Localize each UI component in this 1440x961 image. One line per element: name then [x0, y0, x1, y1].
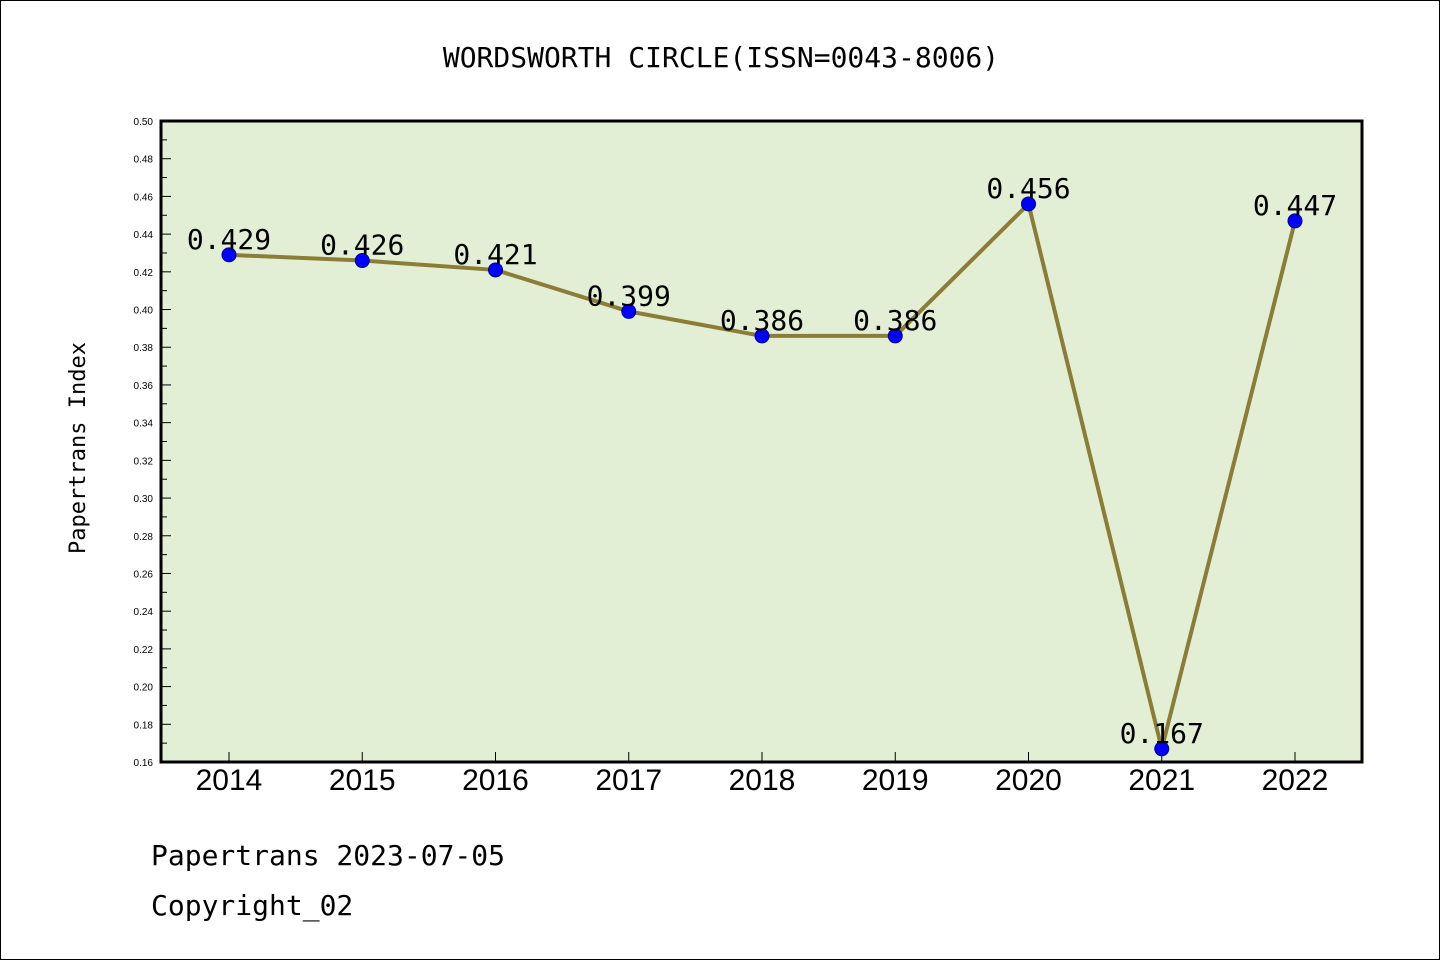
- y-tick-label: 0.50: [134, 117, 154, 128]
- y-tick-label: 0.40: [134, 306, 154, 317]
- data-labels: 0.429 0.426 0.421 0.399 0.386 0.386 0.456 0.167…: [187, 172, 1337, 750]
- y-tick-label: 0.34: [134, 419, 154, 430]
- y-tick-label: 0.24: [134, 607, 154, 618]
- data-label: 0.429: [187, 223, 271, 256]
- data-point: [354, 253, 370, 269]
- data-label: 0.421: [453, 238, 537, 271]
- data-label: 0.399: [587, 279, 671, 312]
- data-label: 0.386: [720, 304, 804, 337]
- y-tick-label: 0.20: [134, 683, 154, 694]
- y-axis-label: Papertrans Index: [66, 342, 91, 554]
- data-point: [1154, 741, 1170, 757]
- data-label: 0.447: [1253, 189, 1337, 222]
- x-axis-ticks: 2014 2015 2016 2017 2018 2019 2020 2021 2022: [196, 752, 1329, 797]
- x-tick-label: 2022: [1262, 764, 1329, 797]
- plot-border: [159, 119, 1364, 764]
- data-point: [221, 247, 237, 263]
- x-tick-label: 2014: [196, 764, 263, 797]
- chart-title: WORDSWORTH CIRCLE(ISSN=0043-8006): [443, 41, 999, 74]
- data-point: [1287, 213, 1303, 229]
- y-tick-label: 0.42: [134, 268, 154, 279]
- x-tick-label: 2016: [462, 764, 529, 797]
- x-tick-label: 2021: [1128, 764, 1195, 797]
- y-tick-label: 0.26: [134, 569, 154, 580]
- data-point: [887, 328, 903, 344]
- data-point: [754, 328, 770, 344]
- y-tick-label: 0.38: [134, 343, 154, 354]
- data-point: [1021, 196, 1036, 212]
- data-label: 0.167: [1120, 717, 1204, 750]
- data-point: [488, 262, 503, 278]
- y-tick-label: 0.32: [134, 456, 154, 467]
- data-label: 0.456: [986, 172, 1070, 205]
- data-markers: [221, 196, 1303, 757]
- data-point: [621, 303, 637, 319]
- data-label: 0.426: [320, 229, 404, 262]
- y-tick-label: 0.18: [134, 720, 154, 731]
- x-tick-label: 2019: [862, 764, 929, 797]
- plot-area: [161, 121, 1362, 762]
- x-tick-label: 2020: [995, 764, 1062, 797]
- y-tick-label: 0.36: [134, 381, 154, 392]
- y-tick-label: 0.16: [134, 758, 154, 769]
- footer-date: Papertrans 2023-07-05: [151, 839, 505, 872]
- x-tick-label: 2018: [729, 764, 796, 797]
- y-tick-label: 0.46: [134, 192, 154, 203]
- x-tick-label: 2015: [329, 764, 396, 797]
- x-tick-label: 2017: [595, 764, 662, 797]
- y-tick-label: 0.44: [134, 230, 154, 241]
- y-tick-label: 0.22: [134, 645, 154, 656]
- data-label: 0.386: [853, 304, 937, 337]
- y-tick-label: 0.48: [134, 155, 154, 166]
- footer-copyright: Copyright_02: [151, 889, 353, 923]
- y-tick-label: 0.30: [134, 494, 154, 505]
- y-tick-label: 0.28: [134, 532, 154, 543]
